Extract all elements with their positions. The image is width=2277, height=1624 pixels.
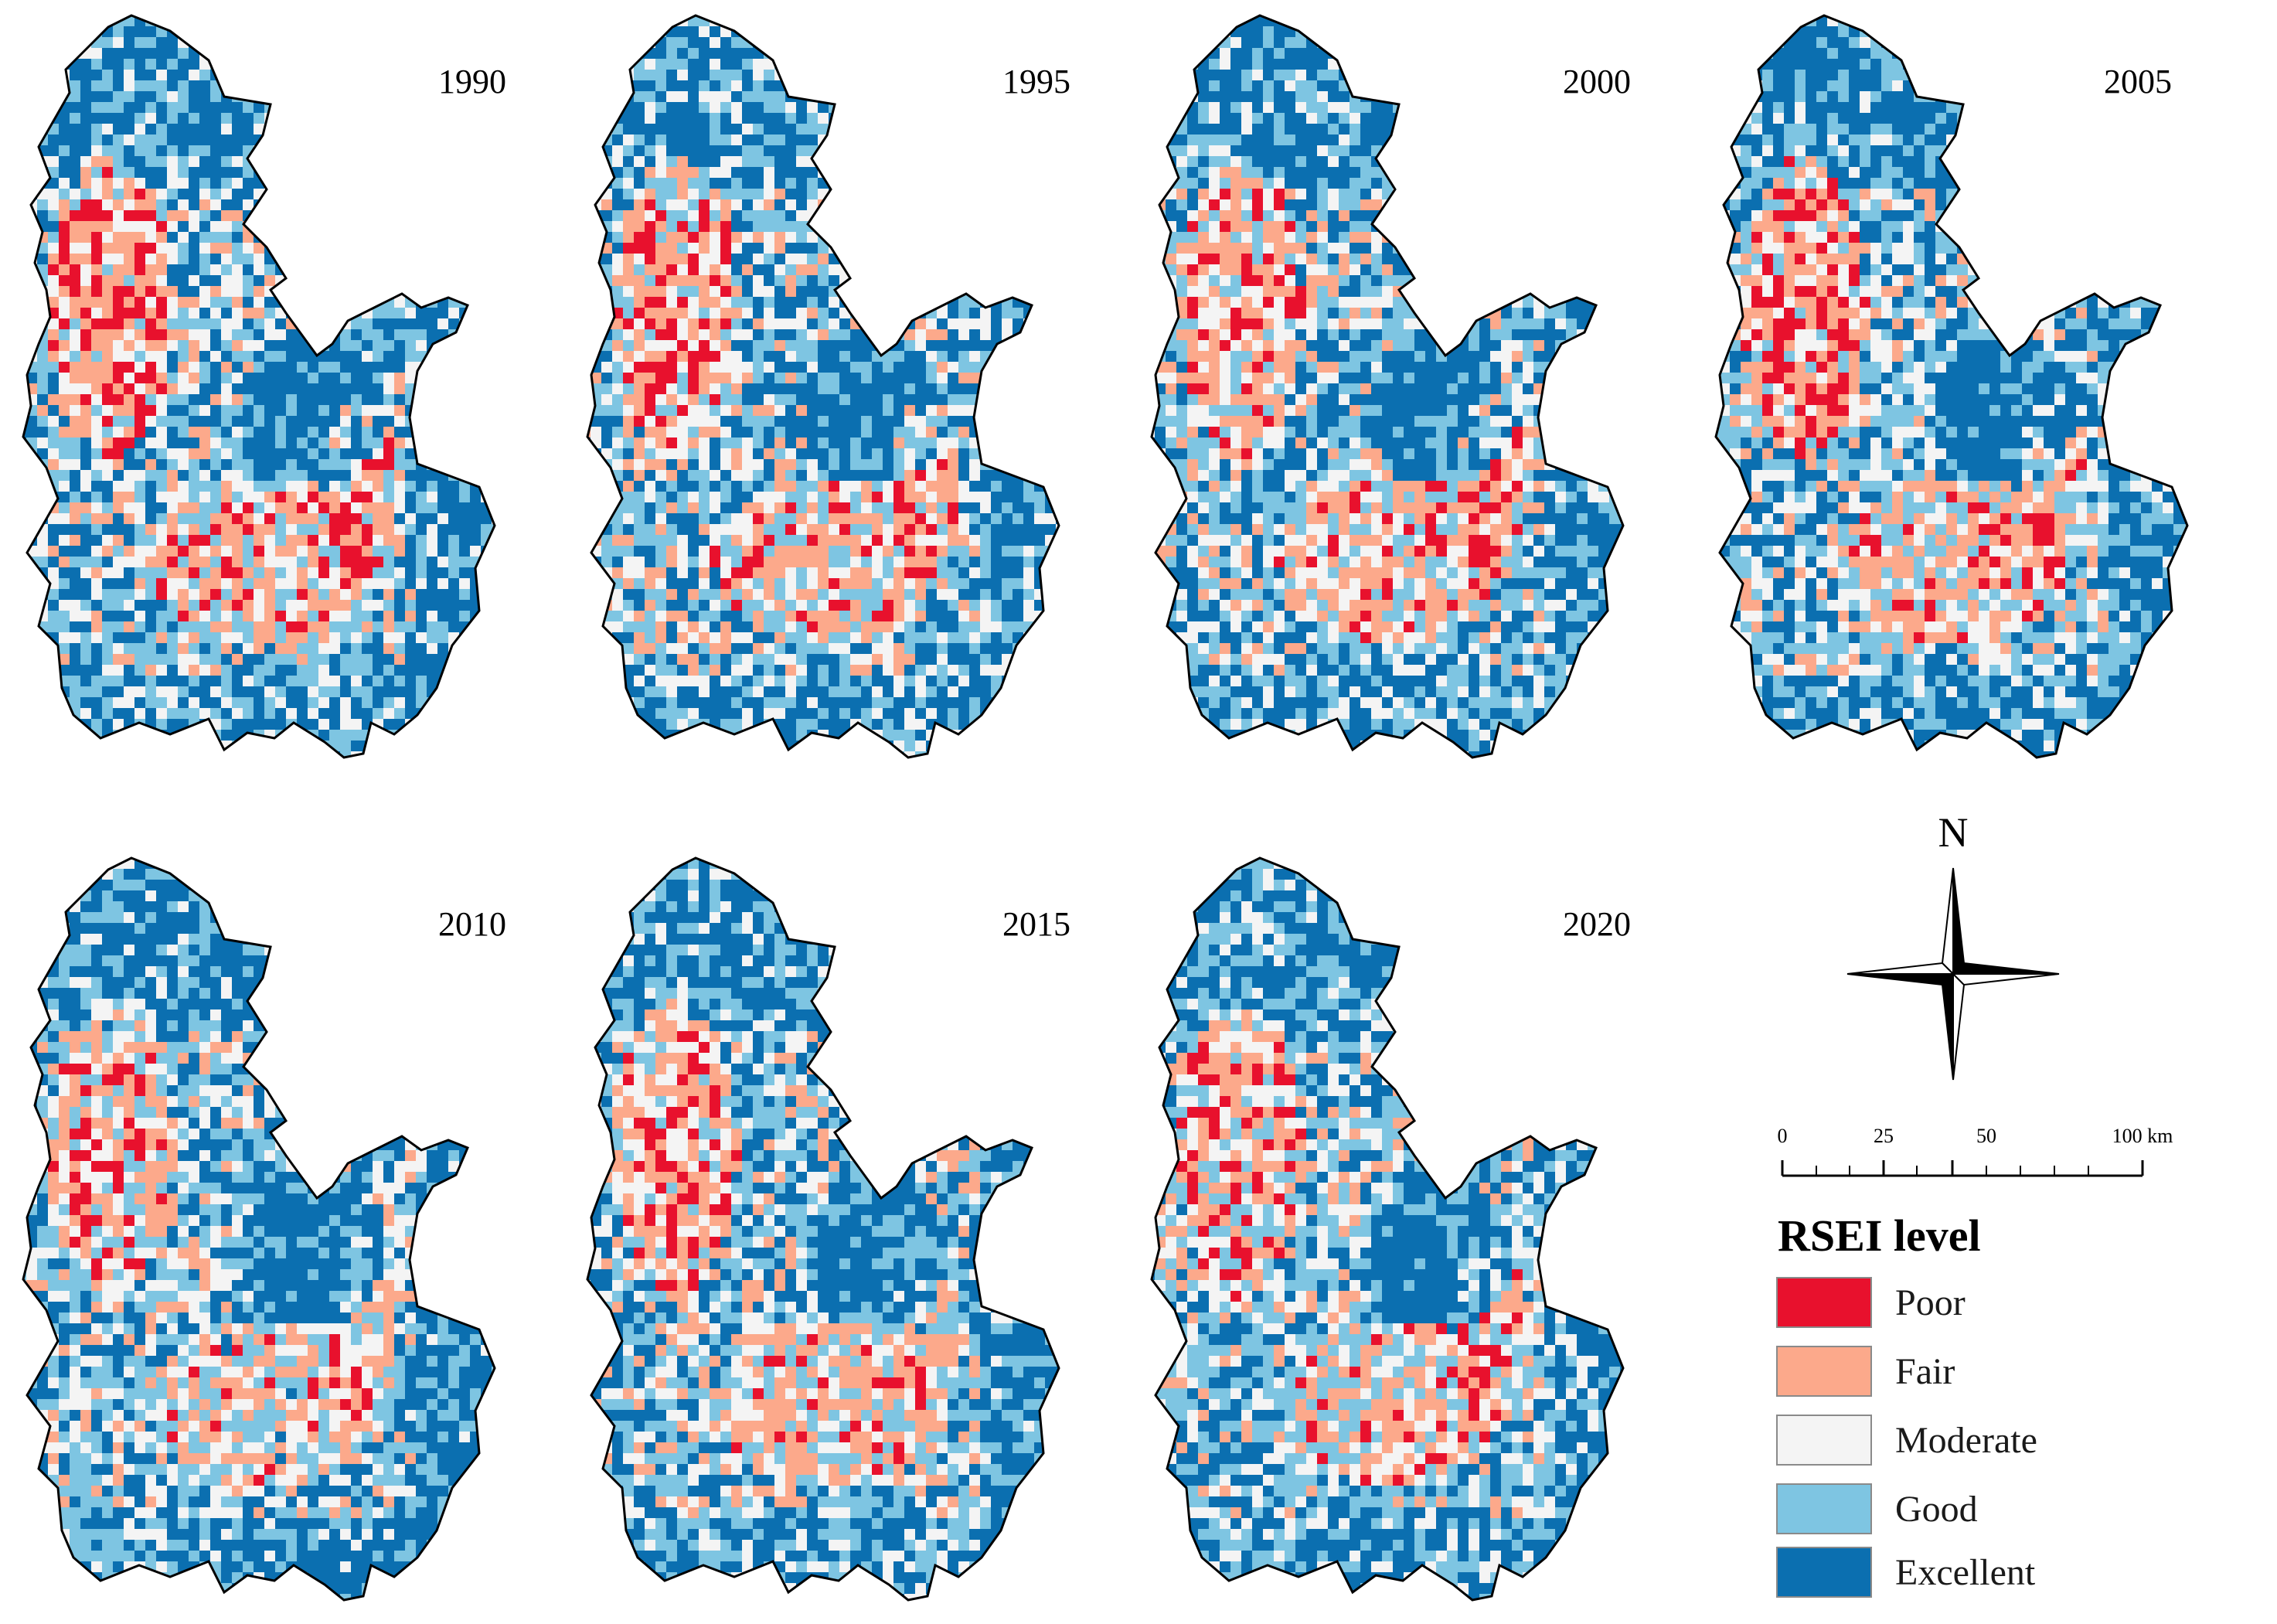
map-year-label: 2020	[1563, 905, 1631, 943]
rsei-map-1995	[586, 14, 1060, 759]
legend-item-good: Good	[1776, 1483, 1978, 1535]
rsei-map-2010	[22, 856, 496, 1602]
legend-label: Moderate	[1895, 1419, 2037, 1462]
legend-swatch	[1776, 1547, 1872, 1598]
rsei-map-2005	[1714, 14, 2189, 759]
scale-tick-label: 100 km	[2112, 1125, 2173, 1147]
rsei-map-2015	[586, 856, 1060, 1602]
map-year-label: 2015	[1002, 905, 1070, 943]
legend-swatch	[1776, 1415, 1872, 1466]
map-year-label: 1990	[438, 63, 506, 100]
legend-item-excellent: Excellent	[1776, 1546, 2035, 1598]
scale-bar: 0 25 50 100 km	[1778, 1125, 2173, 1177]
legend-label: Fair	[1895, 1350, 1955, 1393]
legend-swatch	[1776, 1483, 1872, 1534]
legend-item-poor: Poor	[1776, 1276, 1966, 1329]
north-arrow: N	[1846, 809, 2060, 1081]
rsei-map-2020	[1150, 856, 1625, 1602]
map-year-label: 2010	[438, 905, 506, 943]
legend-title: RSEI level	[1778, 1210, 1981, 1261]
rsei-map-2000	[1150, 14, 1625, 759]
legend-label: Poor	[1895, 1282, 1966, 1324]
legend-item-fair: Fair	[1776, 1345, 1955, 1398]
scale-tick-label: 50	[1976, 1125, 1996, 1147]
north-label: N	[1938, 809, 1969, 856]
map-year-label: 2000	[1563, 63, 1631, 100]
scale-tick-label: 0	[1778, 1125, 1788, 1147]
legend-label: Excellent	[1895, 1551, 2035, 1594]
scale-tick-label: 25	[1874, 1125, 1894, 1147]
legend-label: Good	[1895, 1488, 1978, 1530]
legend-swatch	[1776, 1346, 1872, 1397]
legend-swatch	[1776, 1277, 1872, 1328]
map-year-label: 2005	[2104, 63, 2172, 100]
legend-item-moderate: Moderate	[1776, 1414, 2037, 1466]
map-year-label: 1995	[1002, 63, 1070, 100]
rsei-map-1990	[22, 14, 496, 759]
